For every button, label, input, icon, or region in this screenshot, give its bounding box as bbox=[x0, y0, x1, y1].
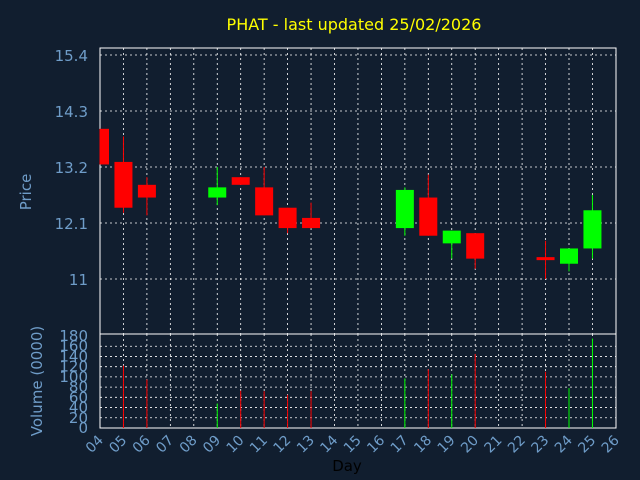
candle-body bbox=[442, 230, 461, 244]
x-tick-label: 23 bbox=[528, 433, 552, 457]
volume-tick-label: 0 bbox=[78, 419, 88, 437]
candle-body bbox=[466, 233, 485, 259]
volume-tick-label: 80 bbox=[69, 378, 88, 396]
price-tick-label: 15.4 bbox=[55, 47, 88, 65]
volume-axis-label: Volume (0000) bbox=[28, 326, 46, 436]
x-tick-label: 15 bbox=[341, 433, 365, 457]
x-tick-label: 24 bbox=[552, 432, 576, 456]
candle-body bbox=[278, 207, 297, 229]
x-tick-label: 07 bbox=[153, 433, 177, 457]
x-tick-label: 25 bbox=[575, 433, 599, 457]
x-tick-label: 20 bbox=[458, 433, 482, 457]
candle-body bbox=[114, 161, 133, 208]
x-tick-label: 26 bbox=[599, 432, 623, 456]
x-tick-label: 10 bbox=[224, 433, 248, 457]
x-tick-label: 12 bbox=[271, 433, 295, 457]
x-tick-label: 17 bbox=[388, 433, 412, 457]
chart-title: PHAT - last updated 25/02/2026 bbox=[227, 15, 482, 34]
candle-body bbox=[302, 217, 321, 229]
price-tick-label: 14.3 bbox=[55, 103, 88, 121]
x-tick-label: 09 bbox=[200, 433, 224, 457]
price-axis-label: Price bbox=[17, 174, 35, 211]
price-tick-label: 12.1 bbox=[55, 215, 88, 233]
candle-body bbox=[255, 187, 274, 216]
candle-body bbox=[100, 128, 109, 165]
volume-tick-label: 100 bbox=[59, 368, 88, 386]
x-tick-label: 14 bbox=[317, 432, 341, 456]
volume-bars bbox=[122, 338, 593, 428]
volume-tick-label: 180 bbox=[59, 327, 88, 345]
candle-body bbox=[137, 184, 156, 198]
candle-body bbox=[560, 248, 578, 264]
candle-body bbox=[583, 210, 602, 249]
x-tick-label: 21 bbox=[482, 433, 506, 457]
candle-body bbox=[208, 187, 227, 198]
x-axis-ticks: 04 05 06 07 08 09 10 11 12 13 14 15 16 17 18 19 20 21 22 23… bbox=[83, 432, 623, 456]
volume-tick-label: 20 bbox=[69, 409, 88, 427]
x-tick-label: 08 bbox=[177, 433, 201, 457]
volume-tick-label: 140 bbox=[59, 347, 88, 365]
x-tick-label: 11 bbox=[247, 433, 271, 457]
candle-body bbox=[536, 257, 555, 261]
candle-body bbox=[419, 197, 438, 236]
volume-tick-label: 160 bbox=[59, 337, 88, 355]
x-tick-label: 05 bbox=[106, 433, 130, 457]
x-tick-label: 13 bbox=[294, 433, 318, 457]
volume-tick-label: 120 bbox=[59, 358, 88, 376]
price-y-ticks: 15.4 14.3 13.2 12.1 11 bbox=[55, 47, 88, 289]
price-candles bbox=[99, 128, 602, 279]
price-grid bbox=[100, 48, 617, 334]
volume-tick-label: 60 bbox=[69, 388, 88, 406]
x-axis-label: Day bbox=[332, 457, 362, 475]
x-tick-label: 16 bbox=[364, 432, 388, 456]
volume-grid bbox=[100, 334, 617, 428]
price-plot-frame bbox=[99, 47, 617, 335]
candle-body bbox=[395, 189, 414, 229]
x-tick-label: 19 bbox=[435, 433, 459, 457]
price-tick-label: 13.2 bbox=[55, 159, 88, 177]
volume-tick-label: 40 bbox=[69, 399, 88, 417]
candle-body bbox=[231, 177, 250, 185]
price-tick-label: 11 bbox=[69, 271, 88, 289]
x-tick-label: 18 bbox=[411, 433, 435, 457]
x-tick-label: 22 bbox=[505, 433, 529, 457]
x-tick-label: 06 bbox=[130, 432, 154, 456]
